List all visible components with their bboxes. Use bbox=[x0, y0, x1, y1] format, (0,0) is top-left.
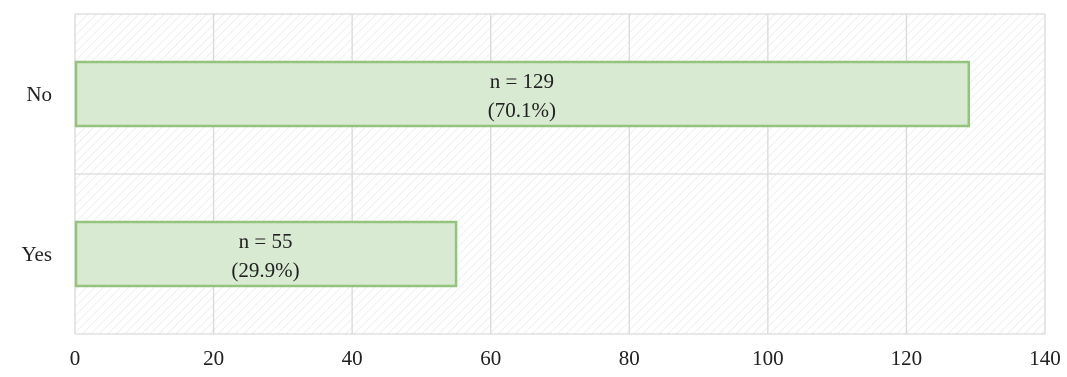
bar-data-label: (29.9%) bbox=[231, 258, 299, 282]
bar-data-label: n = 129 bbox=[490, 69, 554, 93]
x-tick-label: 20 bbox=[203, 346, 224, 370]
x-tick-label: 140 bbox=[1029, 346, 1061, 370]
bar-no bbox=[74, 60, 971, 128]
x-tick-label: 0 bbox=[70, 346, 81, 370]
x-tick-label: 40 bbox=[342, 346, 363, 370]
x-tick-label: 60 bbox=[480, 346, 501, 370]
bar-data-label: (70.1%) bbox=[488, 98, 556, 122]
x-tick-label: 120 bbox=[891, 346, 923, 370]
category-label: No bbox=[26, 82, 52, 106]
bar-data-label: n = 55 bbox=[239, 229, 293, 253]
x-tick-label: 100 bbox=[752, 346, 784, 370]
bar-yes bbox=[74, 220, 458, 288]
category-label: Yes bbox=[21, 242, 52, 266]
x-tick-label: 80 bbox=[619, 346, 640, 370]
